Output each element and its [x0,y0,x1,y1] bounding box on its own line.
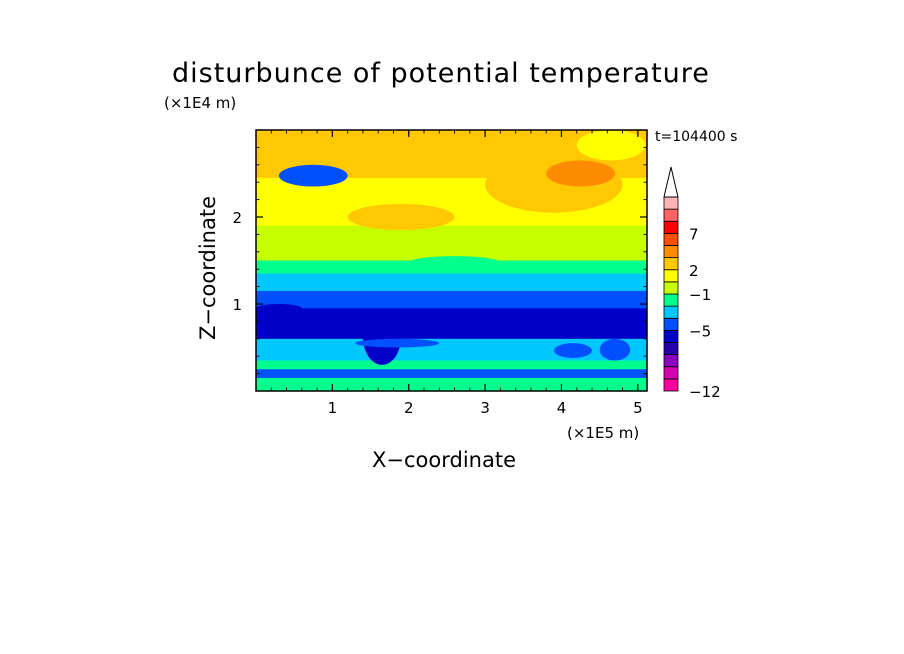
x-axis-ticks: 1 2 3 4 5 [270,130,643,417]
contour-feature-0 [278,164,348,187]
colorbar-segment-11 [663,245,679,259]
colorbar-segment-3 [663,342,679,356]
colorbar-segment-5 [663,317,679,331]
contour-feature-1 [347,203,455,231]
y-tick-label-0: 1 [232,296,242,314]
colorbar-segment-9 [663,269,679,283]
contour-feature-8 [362,308,402,365]
x-axis-label: X−coordinate [372,448,516,472]
colorbar-label-2: −1 [689,286,711,304]
plot-frame [255,129,648,392]
colorbar-segment-14 [663,208,679,222]
contour-feature-7 [408,256,501,270]
contour-feature-5 [576,130,646,161]
x-tick-label-4: 5 [633,399,643,417]
colorbar-segment-1 [663,366,679,380]
contour-feature-4 [431,130,531,161]
colorbar-segment-7 [663,293,679,307]
contour-band-7 [256,338,647,362]
x-tick-label-1: 2 [404,399,414,417]
colorbar-segment-0 [663,378,679,392]
x-tick-label-2: 3 [480,399,490,417]
contour-feature-10 [355,338,440,348]
colorbar-segment-13 [663,220,679,234]
contour-band-9 [256,369,647,379]
contour-feature-3 [546,160,615,187]
contour-band-4 [256,273,647,292]
colorbar-segment-12 [663,232,679,246]
colorbar-segment-6 [663,305,679,319]
contour-band-6 [256,308,647,340]
colorbar-label-3: −5 [689,322,711,340]
x-axis-unit: (×1E5 m) [567,424,640,442]
contour-field [256,130,647,391]
colorbar-label-0: 7 [689,225,699,243]
colorbar-label-4: −12 [689,383,721,401]
chart-title: disturbunce of potential temperature [172,58,710,89]
colorbar: 7 2 −1 −5 −12 [663,166,721,401]
contour-band-5 [256,290,647,309]
contour-band-8 [256,360,647,370]
x-tick-label-3: 4 [557,399,567,417]
contour-band-10 [256,377,647,391]
time-annotation: t=104400 s [655,129,738,145]
colorbar-extend-arrow [663,166,679,198]
contour-feature-6 [294,234,348,252]
contour-feature-9 [256,304,302,313]
colorbar-segment-15 [663,196,679,210]
y-tick-label-1: 2 [232,209,242,227]
x-tick-label-0: 1 [328,399,338,417]
colorbar-segment-4 [663,329,679,343]
colorbar-segment-10 [663,257,679,271]
colorbar-segment-2 [663,354,679,368]
colorbar-segment-8 [663,281,679,295]
contour-feature-12 [599,338,631,361]
y-axis-unit: (×1E4 m) [164,94,237,112]
colorbar-label-1: 2 [689,262,699,280]
contour-feature-11 [553,343,593,358]
y-axis-ticks: 12 [232,146,647,375]
